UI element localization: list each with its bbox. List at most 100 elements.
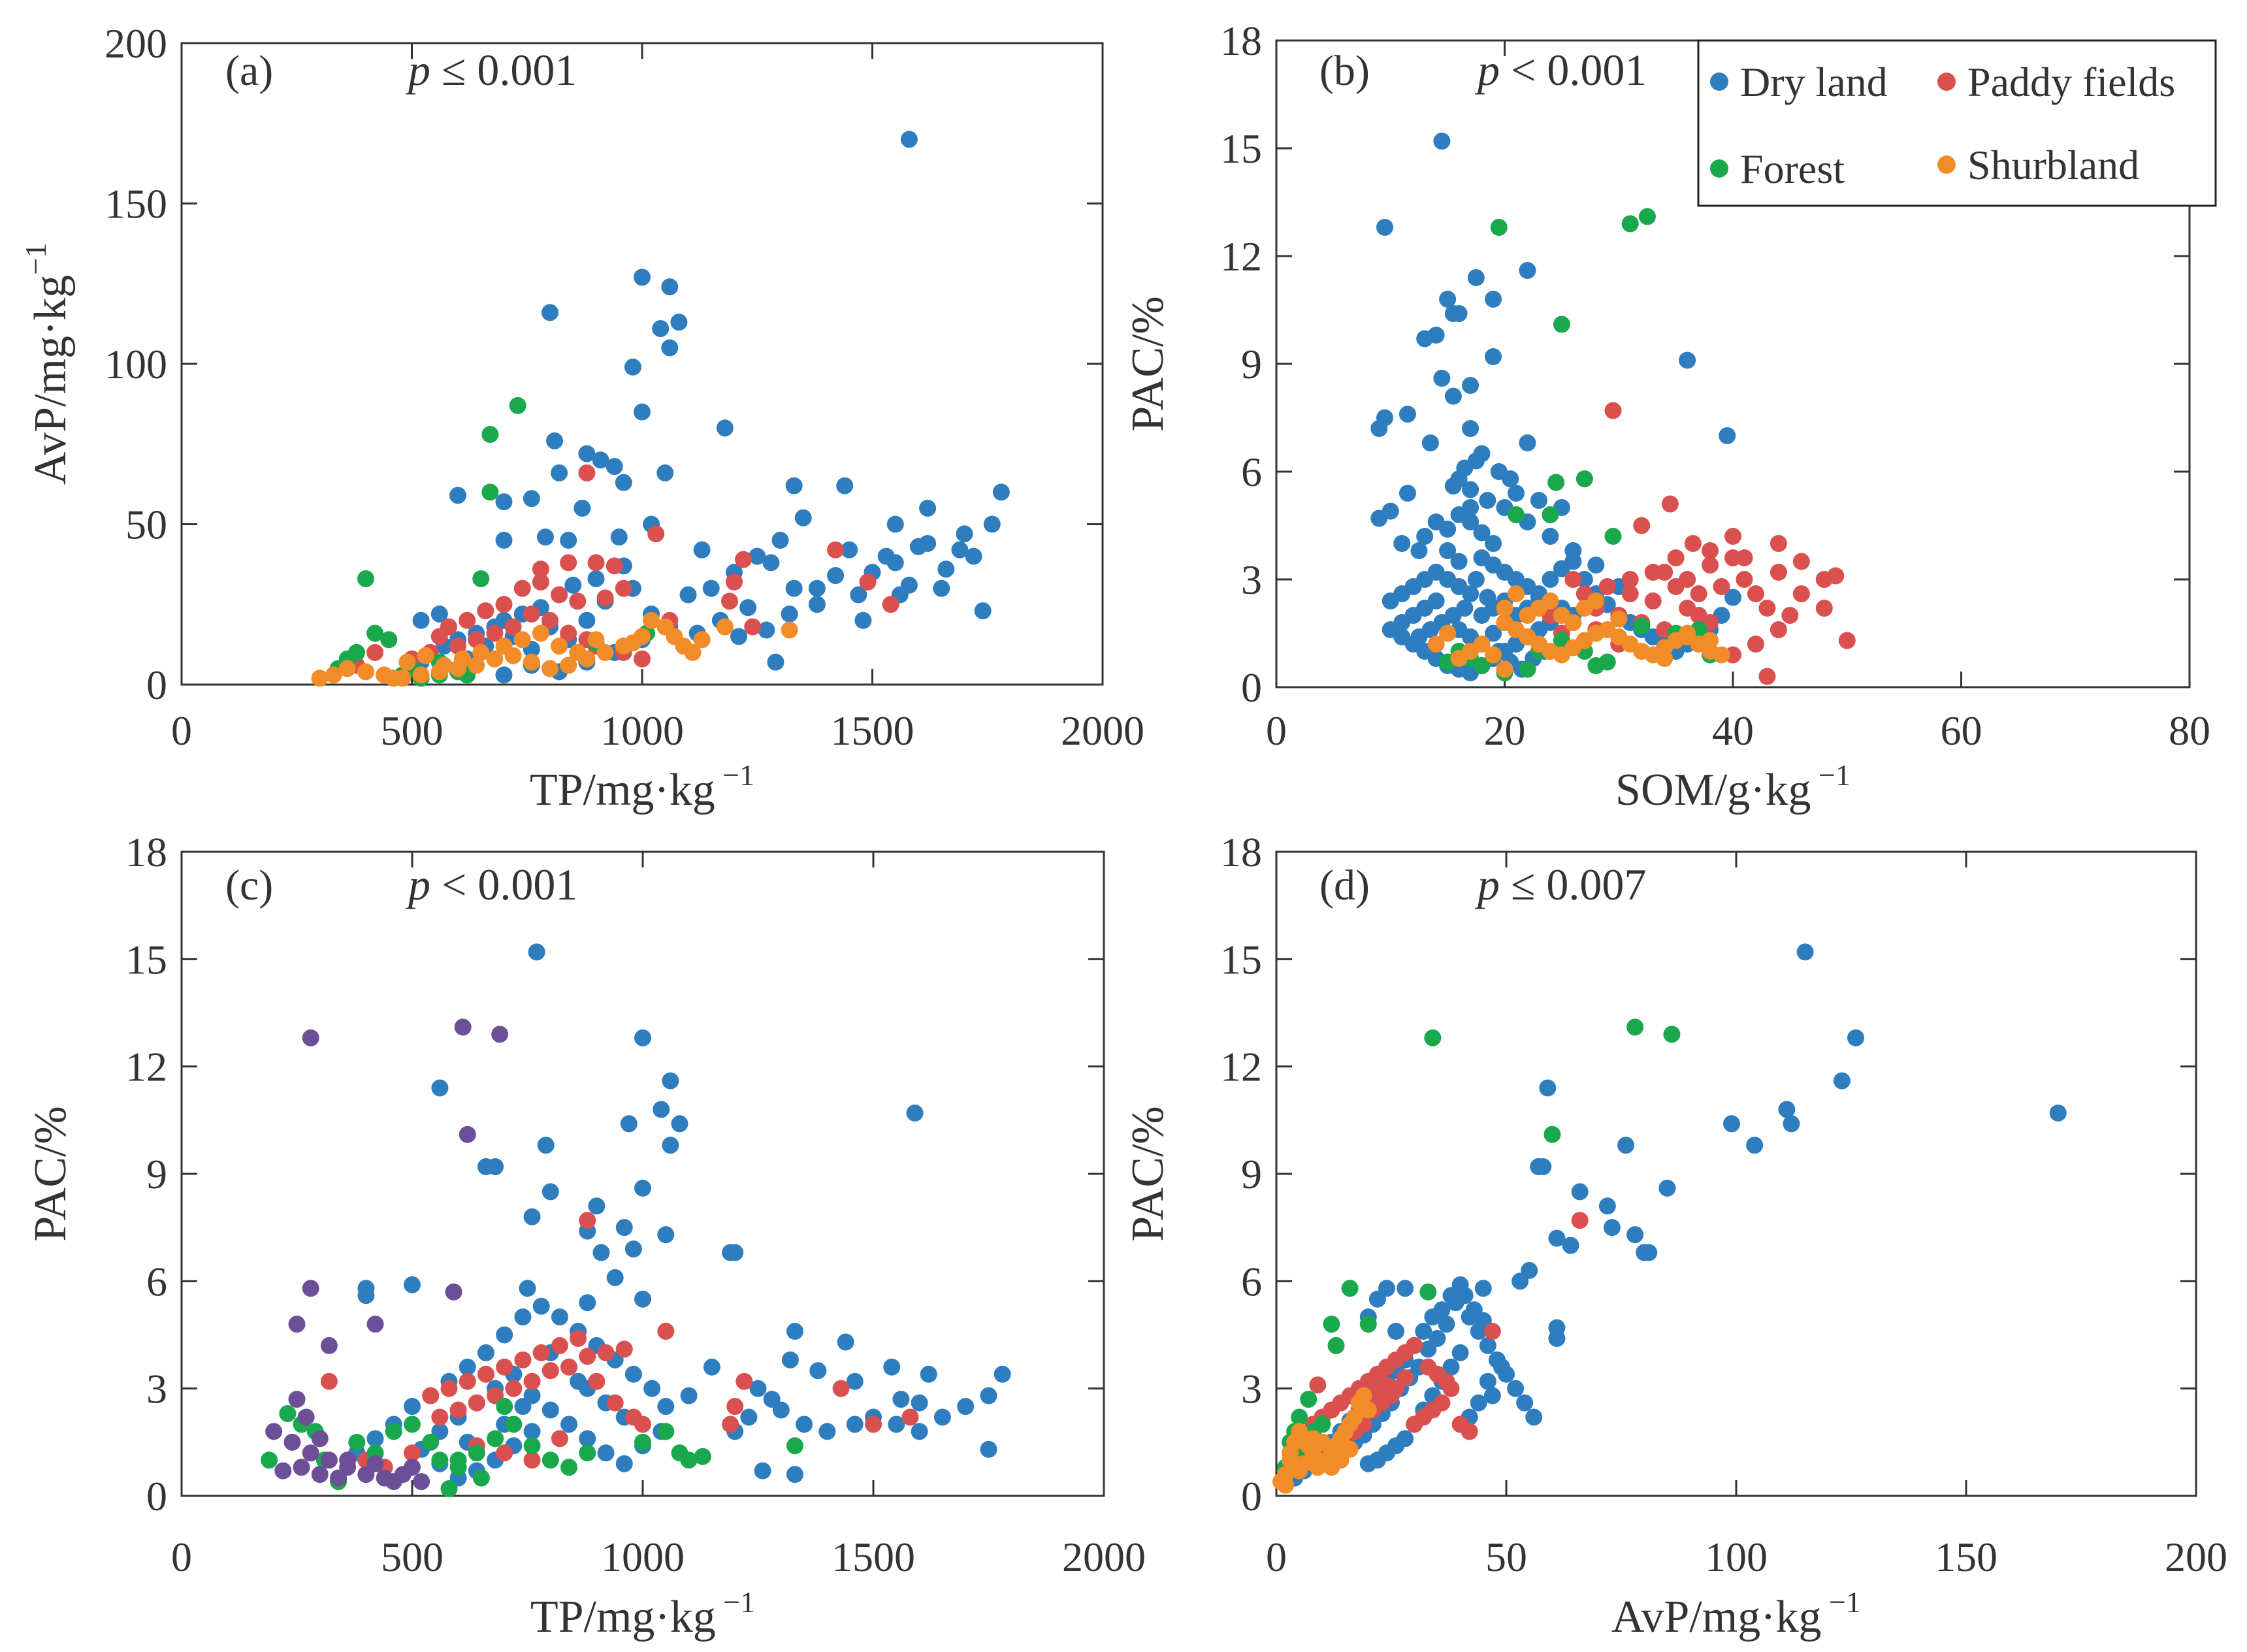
data-point xyxy=(496,1444,513,1462)
x-tick-label: 2000 xyxy=(1061,707,1144,754)
data-point xyxy=(634,1290,651,1308)
data-point xyxy=(1479,1372,1496,1390)
data-point xyxy=(523,1437,541,1455)
data-point xyxy=(624,1240,642,1258)
data-point xyxy=(615,474,632,491)
data-point xyxy=(536,528,554,546)
data-point xyxy=(919,499,937,517)
data-point xyxy=(449,1451,467,1469)
data-point xyxy=(846,1416,864,1433)
data-point xyxy=(1507,585,1525,602)
data-point xyxy=(1359,1401,1377,1419)
data-point xyxy=(495,666,513,684)
data-point xyxy=(1398,406,1416,423)
data-point xyxy=(1548,1329,1566,1347)
data-point xyxy=(1496,660,1513,678)
data-point xyxy=(430,605,448,623)
x-tick-label: 2000 xyxy=(1062,1534,1146,1580)
y-tick-label: 6 xyxy=(1241,1258,1262,1304)
data-point xyxy=(431,1079,449,1097)
data-point xyxy=(320,1372,338,1390)
data-point xyxy=(703,1358,720,1376)
data-point xyxy=(579,1444,596,1462)
data-point xyxy=(551,638,568,655)
data-point xyxy=(781,621,798,639)
series-dry-land xyxy=(1277,943,2067,1491)
data-point xyxy=(1604,528,1622,545)
data-point xyxy=(477,1365,494,1383)
data-point xyxy=(643,611,660,629)
data-point xyxy=(1387,1323,1405,1340)
data-point xyxy=(634,1433,651,1451)
data-point xyxy=(1490,219,1508,236)
data-point xyxy=(1658,1179,1676,1197)
data-point xyxy=(311,1466,329,1483)
data-point xyxy=(1530,492,1547,509)
data-point xyxy=(560,624,577,642)
y-tick-label: 18 xyxy=(125,829,167,875)
data-point xyxy=(574,499,591,517)
data-point xyxy=(653,1101,670,1118)
data-point xyxy=(578,464,596,481)
data-point xyxy=(523,1372,541,1390)
data-point xyxy=(1442,1358,1460,1376)
data-point xyxy=(1397,1280,1414,1297)
data-point xyxy=(656,464,674,481)
data-point xyxy=(1621,215,1639,233)
data-point xyxy=(1770,621,1787,638)
data-point xyxy=(509,397,526,414)
data-point xyxy=(919,534,937,552)
data-point xyxy=(1833,1072,1851,1090)
data-point xyxy=(965,547,982,565)
y-tick-label: 12 xyxy=(125,1044,167,1090)
data-point xyxy=(514,1351,532,1369)
data-point xyxy=(694,1448,711,1465)
data-point xyxy=(1633,517,1651,534)
data-point xyxy=(1519,434,1536,451)
data-point xyxy=(551,1308,568,1326)
data-point xyxy=(1474,1280,1492,1297)
data-point xyxy=(1382,592,1399,609)
data-point xyxy=(542,660,558,677)
data-point xyxy=(468,1394,485,1412)
data-point xyxy=(357,663,374,681)
data-point xyxy=(587,570,605,587)
data-point xyxy=(1736,571,1753,588)
data-point xyxy=(1376,219,1394,236)
data-point xyxy=(1444,387,1462,405)
x-tick-label: 40 xyxy=(1712,707,1754,754)
data-point xyxy=(1621,571,1639,588)
data-point xyxy=(1713,646,1730,664)
data-point xyxy=(739,599,757,617)
data-point xyxy=(702,579,720,597)
data-point xyxy=(1277,1476,1295,1494)
data-point xyxy=(606,557,623,575)
data-point xyxy=(592,1244,610,1261)
data-point xyxy=(523,605,540,623)
y-tick-label: 12 xyxy=(1220,1044,1262,1090)
data-point xyxy=(513,631,531,649)
y-axis-title: PAC/% xyxy=(1123,1106,1173,1242)
p-value-annotation: p ≤ 0.001 xyxy=(406,45,577,95)
data-point xyxy=(1679,571,1696,588)
data-point xyxy=(472,570,490,587)
data-point xyxy=(796,1416,813,1433)
data-point xyxy=(716,618,734,636)
y-tick-label: 3 xyxy=(1241,557,1262,603)
data-point xyxy=(551,586,568,604)
data-point xyxy=(1450,650,1468,667)
data-point xyxy=(1467,571,1485,588)
data-point xyxy=(542,1362,559,1380)
data-point xyxy=(1427,327,1445,344)
x-tick-label: 80 xyxy=(2169,707,2210,754)
data-point xyxy=(1656,650,1673,667)
data-point xyxy=(366,1316,384,1333)
data-point xyxy=(495,493,513,511)
data-point xyxy=(854,611,872,629)
data-point xyxy=(1690,607,1707,624)
data-point xyxy=(523,1451,541,1469)
data-point xyxy=(974,602,992,620)
data-point xyxy=(1439,624,1457,642)
legend-label: Shurbland xyxy=(1967,142,2139,188)
y-tick-label: 6 xyxy=(146,1258,167,1304)
